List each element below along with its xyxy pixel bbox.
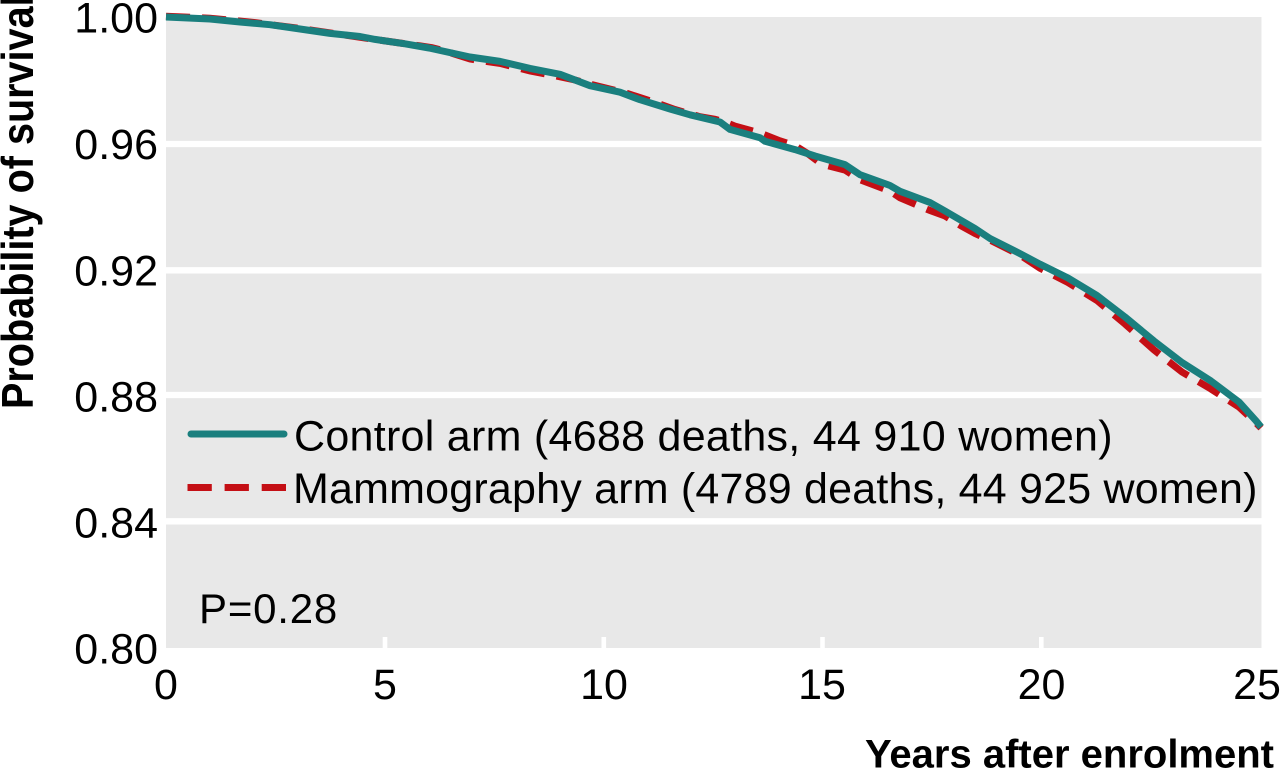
svg-text:Probability of survival: Probability of survival [0, 0, 42, 409]
svg-text:10: 10 [580, 661, 628, 709]
svg-text:Mammography arm (4789 deaths,: Mammography arm (4789 deaths, 44 925 wom… [293, 465, 1258, 513]
svg-text:15: 15 [798, 661, 846, 709]
svg-text:Years after enrolment: Years after enrolment [865, 733, 1274, 773]
svg-text:Control arm (4688 deaths, 44 9: Control arm (4688 deaths, 44 910 women) [294, 413, 1113, 461]
svg-text:0.92: 0.92 [74, 247, 158, 295]
svg-text:25: 25 [1233, 661, 1280, 709]
svg-text:1.00: 1.00 [74, 0, 158, 43]
svg-text:0.96: 0.96 [74, 121, 158, 169]
svg-text:0: 0 [154, 661, 178, 709]
svg-text:0.80: 0.80 [74, 626, 158, 674]
svg-text:5: 5 [373, 661, 397, 709]
svg-text:0.84: 0.84 [74, 499, 158, 547]
svg-text:P=0.28: P=0.28 [199, 585, 338, 632]
svg-text:0.88: 0.88 [74, 373, 158, 421]
svg-text:20: 20 [1018, 661, 1066, 709]
